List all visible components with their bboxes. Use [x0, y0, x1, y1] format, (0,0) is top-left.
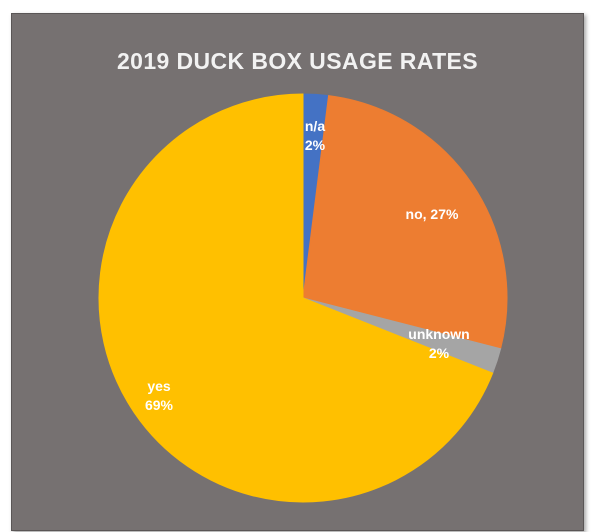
slice-label-yes: yes 69%	[145, 378, 174, 413]
pie-labels: n/a 2% no, 27% unknown 2% yes 69%	[145, 118, 470, 413]
slice-label-unknown: unknown 2%	[408, 326, 469, 361]
pie-slice-yes	[98, 93, 494, 503]
slice-label-n-a: n/a 2%	[305, 118, 326, 153]
pie-chart: n/a 2% no, 27% unknown 2% yes 69%	[98, 93, 508, 503]
pie-slice-no	[302, 95, 508, 350]
chart-title: 2019 DUCK BOX USAGE RATES	[116, 48, 479, 74]
slice-label-no: no, 27%	[406, 206, 459, 222]
pie-slices	[98, 93, 508, 503]
chart-area: 2019 DUCK BOX USAGE RATES n/a 2% no, 27% un…	[11, 13, 584, 531]
